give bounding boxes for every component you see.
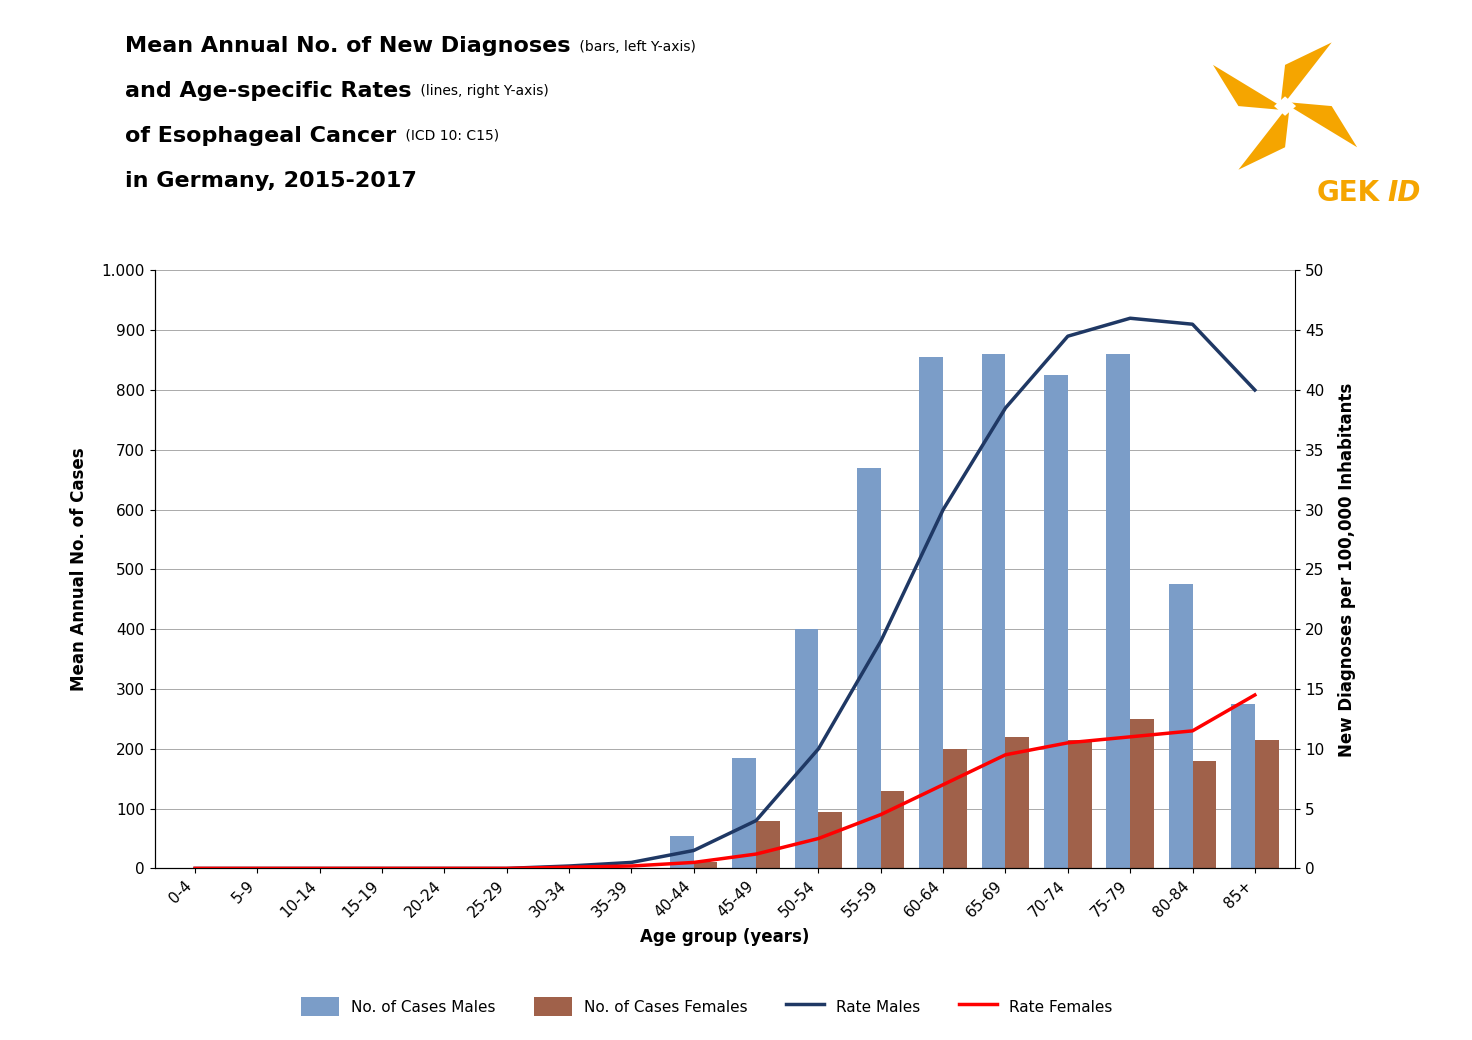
Bar [818, 811, 842, 868]
Bar [670, 835, 693, 868]
Bar [1231, 704, 1254, 868]
Bar [693, 862, 717, 868]
Text: of Esophageal Cancer: of Esophageal Cancer [125, 126, 396, 146]
Text: (bars, left Y-axis): (bars, left Y-axis) [576, 40, 696, 53]
Text: Mean Annual No. of New Diagnoses: Mean Annual No. of New Diagnoses [125, 36, 571, 56]
Bar [1067, 739, 1092, 868]
Text: in Germany, 2015-2017: in Germany, 2015-2017 [125, 171, 417, 190]
Text: ID: ID [1388, 179, 1420, 207]
Polygon shape [1289, 102, 1357, 148]
Text: (ICD 10: C15): (ICD 10: C15) [400, 129, 499, 142]
Polygon shape [1281, 43, 1332, 102]
X-axis label: Age group (years): Age group (years) [640, 929, 810, 946]
Y-axis label: Mean Annual No. of Cases: Mean Annual No. of Cases [69, 447, 87, 692]
Bar [795, 629, 818, 868]
Bar [1192, 761, 1216, 868]
Bar [944, 749, 967, 868]
Polygon shape [1238, 110, 1289, 170]
Bar [920, 357, 944, 868]
Bar [1130, 719, 1154, 868]
Text: (lines, right Y-axis): (lines, right Y-axis) [417, 84, 549, 98]
Bar [1169, 584, 1192, 868]
Bar [1005, 736, 1029, 868]
Bar [1044, 375, 1067, 868]
Polygon shape [1213, 64, 1281, 110]
Polygon shape [1275, 97, 1295, 115]
Bar [1254, 739, 1279, 868]
Bar [733, 758, 757, 868]
Text: and Age-specific Rates: and Age-specific Rates [125, 81, 412, 101]
Bar [880, 790, 904, 868]
Legend: No. of Cases Males, No. of Cases Females, Rate Males, Rate Females: No. of Cases Males, No. of Cases Females… [294, 991, 1119, 1022]
Bar [757, 821, 780, 868]
Bar [857, 468, 880, 868]
Bar [1107, 354, 1130, 868]
Y-axis label: New Diagnoses per 100,000 Inhabitants: New Diagnoses per 100,000 Inhabitants [1338, 383, 1356, 756]
Bar [982, 354, 1005, 868]
Text: GEK: GEK [1317, 179, 1379, 207]
